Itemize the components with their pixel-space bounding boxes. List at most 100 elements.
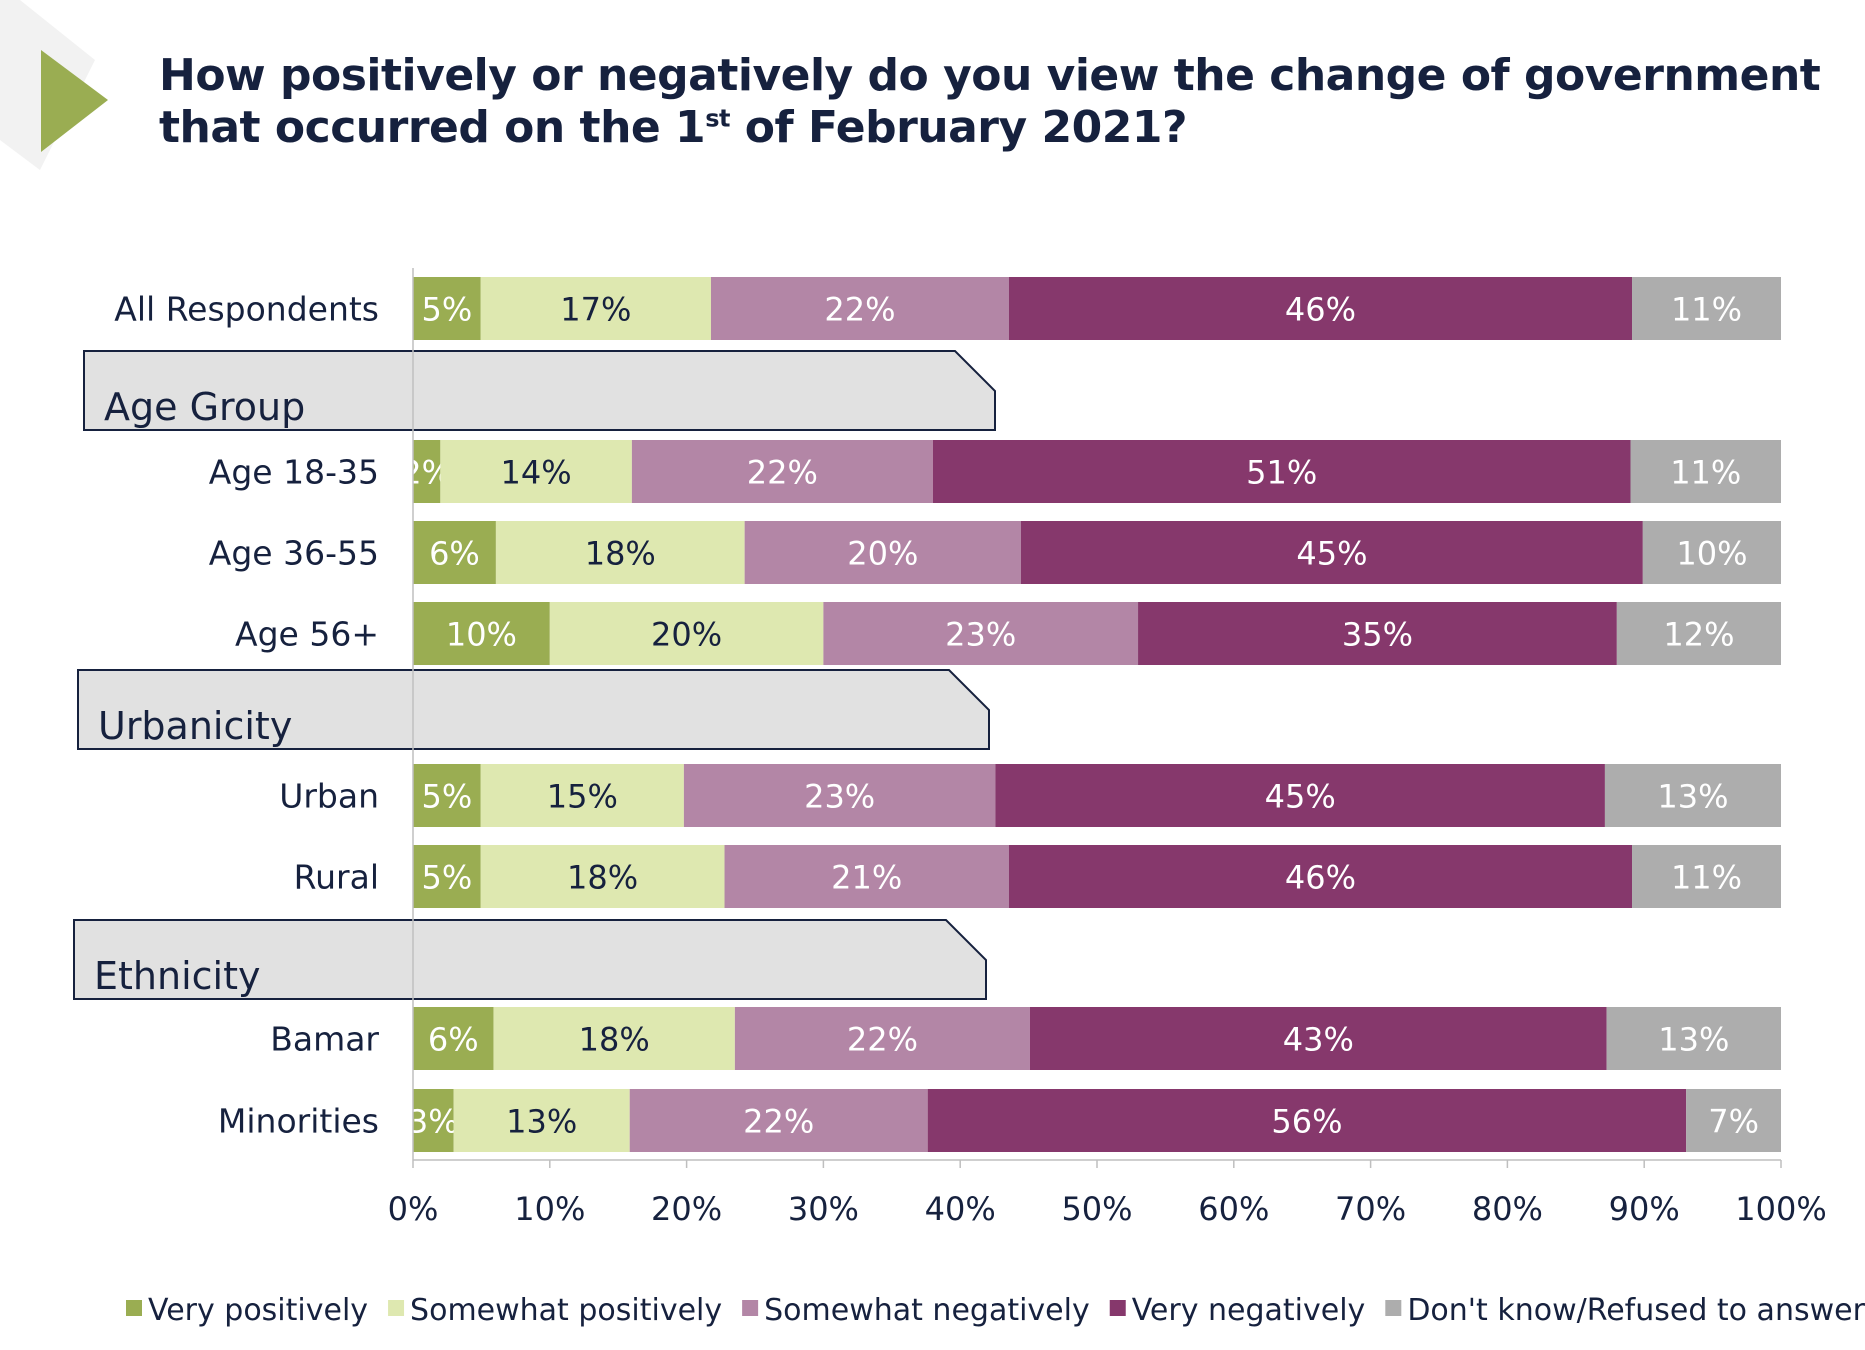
group-header-box (77, 669, 990, 750)
group-header-label: Ethnicity (94, 954, 260, 998)
data-label: 22% (847, 1021, 918, 1059)
x-tick-label: 70% (1335, 1190, 1406, 1228)
data-label: 45% (1296, 535, 1367, 573)
legend-label: Very positively (148, 1293, 368, 1328)
legend-label: Very negatively (1132, 1293, 1366, 1328)
data-label: 18% (585, 535, 656, 573)
data-label: 23% (804, 778, 875, 816)
bar-segment (493, 1007, 735, 1070)
bar-segment (1630, 440, 1781, 503)
data-label: 46% (1285, 859, 1356, 897)
x-tick-label: 10% (514, 1190, 585, 1228)
bar-segment (413, 1007, 494, 1070)
data-label: 45% (1265, 778, 1336, 816)
row-label: Minorities (218, 1102, 379, 1141)
title-line-2: that occurred on the 1st of February 202… (159, 102, 1859, 154)
data-label: 11% (1670, 454, 1741, 492)
bar-segment (1632, 845, 1781, 908)
data-label: 5% (421, 778, 472, 816)
data-label: 51% (1246, 454, 1317, 492)
bar-segment (1008, 277, 1633, 340)
bar-segment (480, 845, 725, 908)
x-tick-label: 30% (788, 1190, 859, 1228)
legend-label: Somewhat positively (410, 1293, 722, 1328)
bar-segment (1686, 1089, 1781, 1152)
row-label: Rural (294, 858, 379, 897)
decorative-background-shape (0, 0, 108, 170)
bar-segment (995, 764, 1605, 827)
x-tick-label: 0% (388, 1190, 439, 1228)
bar-segment (683, 764, 996, 827)
legend-label: Don't know/Refused to answer (1407, 1293, 1865, 1328)
legend-swatch (1385, 1300, 1402, 1316)
legend-swatch (126, 1300, 142, 1316)
bar-segment (932, 440, 1631, 503)
data-label: 20% (847, 535, 918, 573)
x-tick-label: 50% (1061, 1190, 1132, 1228)
row-label: Age 18-35 (209, 453, 379, 492)
data-label: 20% (651, 616, 722, 654)
x-tick-label: 20% (651, 1190, 722, 1228)
data-label: 13% (506, 1103, 577, 1141)
data-label: 14% (501, 454, 572, 492)
data-label: 5% (421, 291, 472, 329)
bar-segment (413, 1089, 454, 1152)
data-label: 5% (421, 859, 472, 897)
group-header-box (83, 350, 996, 431)
bar-segment (413, 440, 441, 503)
data-label: 10% (446, 616, 517, 654)
bar-segment (413, 845, 481, 908)
data-label: 13% (1657, 778, 1728, 816)
row-label: Age 56+ (235, 615, 379, 654)
data-label: 43% (1283, 1021, 1354, 1059)
x-tick-label: 80% (1472, 1190, 1543, 1228)
bar-segment (440, 440, 632, 503)
group-header-box (73, 919, 987, 1000)
bar-segment (453, 1089, 630, 1152)
bar-segment (413, 521, 496, 584)
bar-segment (744, 521, 1021, 584)
bar-segment (823, 602, 1139, 665)
bar-segment (1616, 602, 1781, 665)
data-label: 21% (831, 859, 902, 897)
data-label: 22% (824, 291, 895, 329)
data-label: 18% (567, 859, 638, 897)
data-label: 46% (1285, 291, 1356, 329)
bar-segment (1029, 1007, 1607, 1070)
row-label: Age 36-55 (209, 534, 379, 573)
bar-segment (631, 440, 933, 503)
data-label: 11% (1671, 859, 1742, 897)
data-label: 22% (743, 1103, 814, 1141)
accent-triangle-icon (41, 50, 108, 152)
data-label: 35% (1342, 616, 1413, 654)
title-line-2-text: that occurred on the 1 (159, 102, 706, 153)
bar-segment (495, 521, 745, 584)
bar-segment (480, 764, 684, 827)
bar-segment (927, 1089, 1687, 1152)
bar-segment (413, 764, 481, 827)
data-label: 13% (1658, 1021, 1729, 1059)
bar-segment (724, 845, 1009, 908)
bar-segment (1632, 277, 1781, 340)
data-label: 6% (428, 1021, 479, 1059)
bar-segment (549, 602, 824, 665)
bar-segment (1606, 1007, 1781, 1070)
data-label: 23% (945, 616, 1016, 654)
data-label: 12% (1663, 616, 1734, 654)
legend-swatch (388, 1300, 405, 1316)
bar-segment (1642, 521, 1781, 584)
legend-swatch (1109, 1300, 1126, 1316)
data-label: 7% (1708, 1103, 1759, 1141)
bar-segment (1604, 764, 1781, 827)
group-header-label: Age Group (104, 385, 305, 429)
bar-segment (734, 1007, 1030, 1070)
title-line-2-end: of February 2021? (729, 102, 1188, 153)
x-tick-label: 90% (1609, 1190, 1680, 1228)
legend-label: Somewhat negatively (764, 1293, 1090, 1328)
data-label: 6% (429, 535, 480, 573)
title-superscript: st (705, 104, 730, 133)
data-label: 3% (408, 1103, 459, 1141)
row-label: Bamar (270, 1020, 379, 1059)
data-label: 15% (547, 778, 618, 816)
